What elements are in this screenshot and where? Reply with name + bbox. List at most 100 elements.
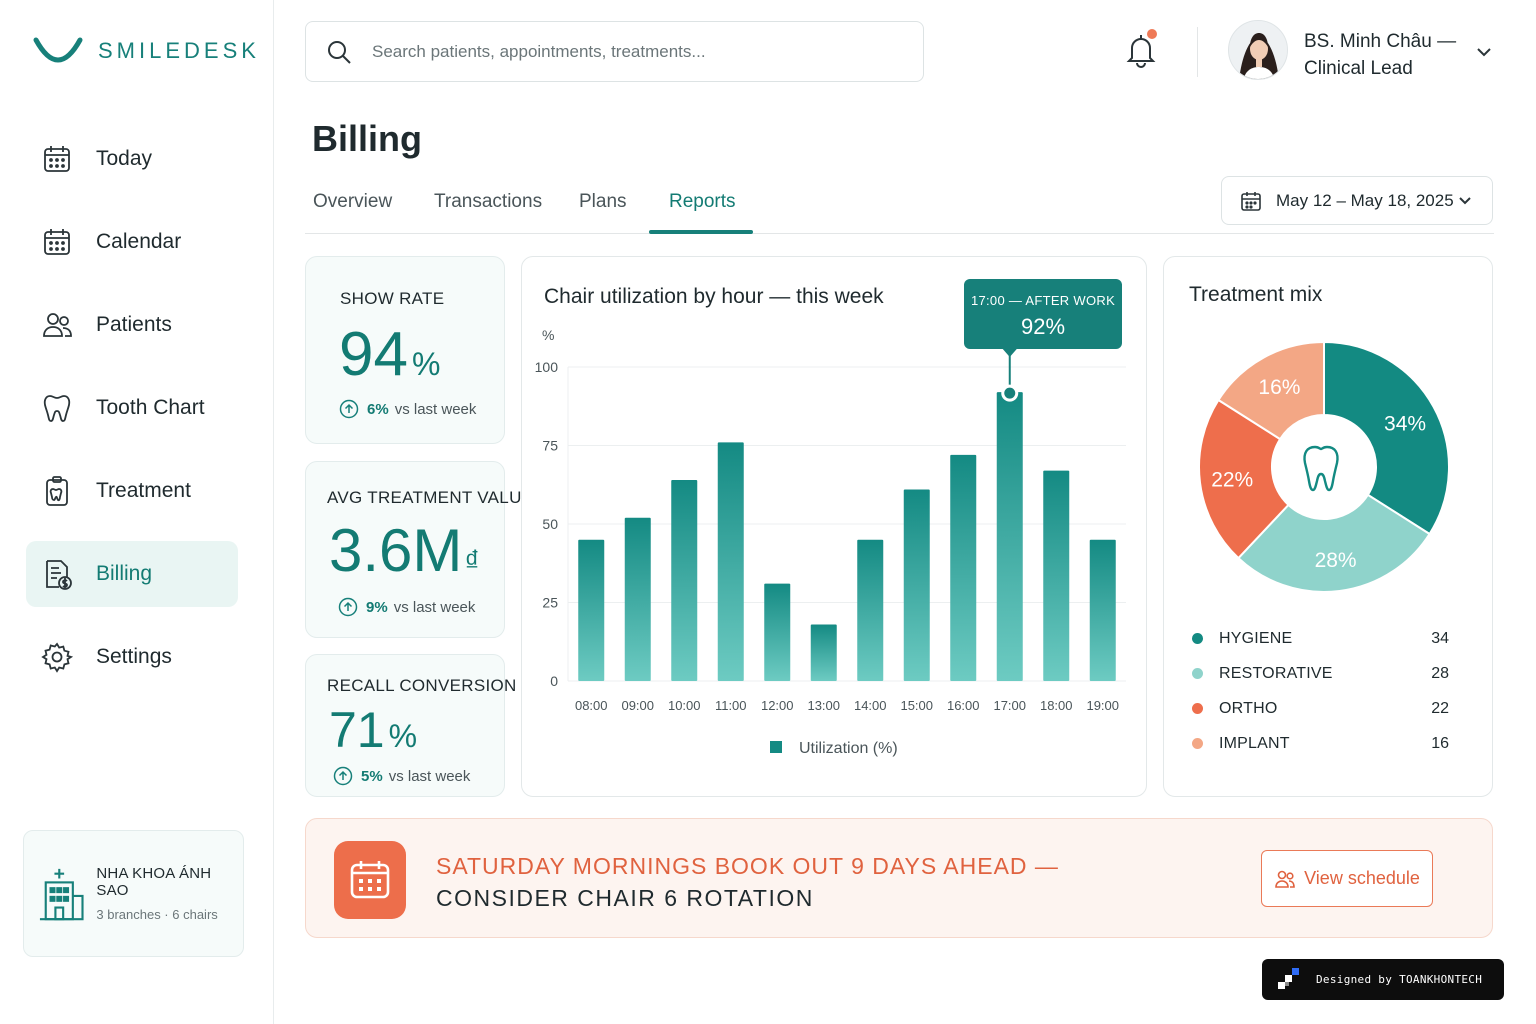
stat-unit: %	[388, 718, 418, 754]
designer-credit: Designed by TOANKHONTECH	[1262, 959, 1504, 1000]
tooth-icon	[1303, 445, 1339, 492]
smile-logo-icon	[33, 37, 83, 63]
view-schedule-button[interactable]: View schedule	[1261, 850, 1433, 907]
stat-number: 94	[339, 320, 408, 389]
sidebar-item-label: Patients	[96, 313, 172, 336]
arrow-up-circle-icon	[339, 399, 359, 419]
stat-delta: 5% vs last week	[333, 766, 470, 786]
highlight-marker	[1001, 384, 1019, 402]
slice-label: 34%	[1384, 412, 1426, 435]
x-tick-label: 10:00	[668, 698, 701, 713]
bell-icon	[1126, 35, 1156, 68]
divider	[1197, 27, 1198, 77]
stat-card-recall-conversion[interactable]: RECALL CONVERSION 71% 5% vs last week	[305, 654, 516, 797]
clinic-card[interactable]: NHA KHOA ÁNH SAO 3 branches · 6 chairs	[23, 830, 244, 957]
legend-label: IMPLANT	[1219, 734, 1290, 752]
search-input[interactable]	[372, 41, 892, 62]
stat-value: 94%	[339, 319, 440, 390]
chart-bar	[903, 489, 930, 681]
stat-number: 3.6M	[329, 517, 463, 584]
calendar-icon	[1241, 191, 1261, 211]
avatar[interactable]	[1228, 20, 1288, 80]
credit-text: Designed by TOANKHONTECH	[1316, 973, 1483, 986]
tooltip-value: 92%	[1020, 314, 1066, 339]
sidebar-item-label: Calendar	[96, 230, 182, 253]
stat-delta-text: vs last week	[393, 598, 476, 616]
users-icon	[1275, 870, 1295, 888]
date-range-picker[interactable]: May 12 – May 18, 2025	[1221, 176, 1493, 225]
tab-reports[interactable]: Reports	[669, 191, 736, 212]
tooltip-pointer	[1002, 349, 1017, 357]
y-axis-label: %	[542, 327, 554, 343]
utilization-bar-chart: % 0 25 50 75 100 08:00 09:00 10:00 11:00 12:00 13:0…	[535, 327, 1126, 757]
utilization-chart-card: % 0 25 50 75 100 08:00 09:00 10:00 11:00 12:00 13:0…	[521, 256, 1147, 797]
arrow-up-circle-icon	[338, 597, 358, 617]
sidebar-item-billing[interactable]: Billing	[26, 541, 238, 607]
y-tick-label: 50	[542, 516, 558, 532]
sidebar-item-today[interactable]: Today	[26, 126, 238, 192]
x-tick-label: 14:00	[854, 698, 887, 713]
clinic-info: NHA KHOA ÁNH SAO 3 branches · 6 chairs	[96, 865, 243, 922]
x-tick-label: 09:00	[621, 698, 654, 713]
sidebar-item-treatment[interactable]: Treatment	[26, 458, 238, 524]
stat-card-avg-treatment-value[interactable]: AVG TREATMENT VALUE 3.6M₫ 9% vs last wee…	[305, 461, 533, 638]
clipboard-tooth-icon	[40, 474, 74, 508]
sidebar-item-label: Billing	[96, 562, 153, 585]
stat-delta-value: 5%	[361, 767, 383, 785]
chart-bar	[764, 583, 791, 681]
active-tab-indicator	[649, 230, 753, 234]
invoice-icon	[40, 557, 74, 591]
x-tick-label: 13:00	[807, 698, 840, 713]
y-tick-label: 0	[550, 673, 558, 689]
app-name: SMILEDESK	[98, 38, 260, 63]
banner-subline: CONSIDER CHAIR 6 ROTATION	[436, 885, 814, 911]
stat-unit: %	[411, 346, 441, 382]
sidebar-item-settings[interactable]: Settings	[26, 624, 238, 690]
insight-banner: SATURDAY MORNINGS BOOK OUT 9 DAYS AHEAD …	[305, 818, 1493, 938]
gear-icon	[40, 640, 74, 674]
sidebar-item-calendar[interactable]: Calendar	[26, 209, 238, 275]
user-name[interactable]: BS. Minh Châu — Clinical Lead	[1304, 31, 1457, 79]
legend-label: Utilization (%)	[799, 740, 898, 757]
users-icon	[40, 308, 74, 342]
banner-headline: SATURDAY MORNINGS BOOK OUT 9 DAYS AHEAD …	[436, 853, 1059, 879]
sidebar-item-label: Settings	[96, 645, 172, 668]
view-schedule-label: View schedule	[1304, 868, 1420, 888]
legend-value: 34	[1431, 629, 1449, 647]
stat-delta-value: 9%	[366, 598, 388, 616]
arrow-up-circle-icon	[333, 766, 353, 786]
tab-transactions[interactable]: Transactions	[434, 191, 543, 212]
hospital-icon	[39, 868, 84, 920]
calendar-icon	[40, 225, 74, 259]
chart-bar	[624, 517, 651, 681]
treatment-mix-title: Treatment mix	[1189, 283, 1323, 306]
legend-swatch	[1192, 738, 1203, 749]
tab-plans[interactable]: Plans	[579, 191, 627, 212]
legend-item-hygiene: HYGIENE 34	[1189, 621, 1449, 656]
chevron-down-icon[interactable]	[1474, 42, 1494, 62]
x-tick-label: 17:00	[993, 698, 1026, 713]
chevron-down-icon	[1459, 197, 1471, 205]
clinic-name: NHA KHOA ÁNH SAO	[96, 865, 212, 899]
search-bar[interactable]	[305, 21, 924, 82]
notifications-button[interactable]	[1124, 29, 1158, 68]
chart-title: Chair utilization by hour — this week	[544, 285, 884, 308]
slice-label: 28%	[1315, 549, 1357, 572]
sidebar-item-tooth-chart[interactable]: Tooth Chart	[26, 375, 238, 441]
slice-label: 22%	[1211, 469, 1253, 492]
x-tick-label: 18:00	[1040, 698, 1073, 713]
chart-bar	[671, 480, 698, 681]
sidebar-item-patients[interactable]: Patients	[26, 292, 238, 358]
sidebar-item-label: Tooth Chart	[96, 396, 205, 419]
stat-label: SHOW RATE	[340, 289, 445, 308]
chart-bar	[717, 442, 744, 681]
donut-hole	[1272, 415, 1376, 519]
search-icon	[328, 40, 351, 64]
x-tick-label: 16:00	[947, 698, 980, 713]
chart-bar	[810, 624, 837, 681]
stat-card-show-rate[interactable]: SHOW RATE 94% 6% vs last week	[305, 256, 505, 444]
stat-delta: 9% vs last week	[338, 597, 475, 617]
legend-swatch	[1192, 668, 1203, 679]
tab-overview[interactable]: Overview	[313, 191, 393, 212]
app-logo[interactable]: SMILEDESK	[32, 34, 260, 68]
